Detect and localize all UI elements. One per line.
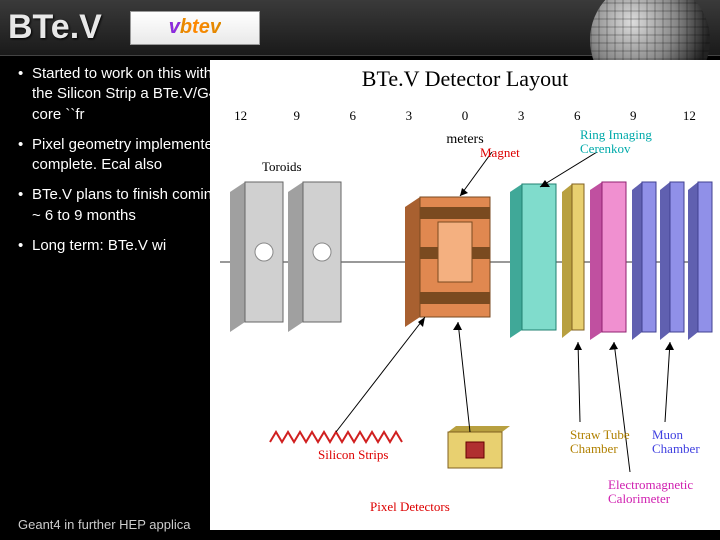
diagram-title: BTe.V Detector Layout xyxy=(210,60,720,92)
axis-tick: 12 xyxy=(683,108,696,124)
toroid-group xyxy=(230,182,341,332)
list-item: BTe.V plans to finish coming ~ 6 to 9 mo… xyxy=(18,185,231,226)
magnet-label: Magnet xyxy=(480,146,520,160)
muon-chamber-label: Muon Chamber xyxy=(652,428,700,457)
axis-tick: 6 xyxy=(350,108,357,124)
axis-tick: 9 xyxy=(630,108,637,124)
detector-diagram: BTe.V Detector Layout 12 9 6 3 0 3 6 9 1… xyxy=(210,60,720,530)
list-item: Long term: BTe.V wi xyxy=(18,236,231,256)
silicon-strips-group xyxy=(270,317,425,442)
axis-label: meters xyxy=(446,132,483,148)
magnet-group xyxy=(405,197,490,327)
slide-title: BTe.V xyxy=(8,8,102,47)
toroids-label: Toroids xyxy=(262,160,302,174)
slide-header: BTe.V vbtev xyxy=(0,0,720,56)
muon-group xyxy=(632,182,712,340)
ecal-label: Electromagnetic Calorimeter xyxy=(608,478,693,507)
axis-tick: 3 xyxy=(518,108,525,124)
axis-tick: 0 xyxy=(462,108,469,124)
rich-group xyxy=(510,184,556,338)
axis-tick: 12 xyxy=(234,108,247,124)
silicon-strips-label: Silicon Strips xyxy=(318,448,388,462)
list-item: Started to work on this with the Silicon… xyxy=(18,64,231,125)
rich-label: Ring Imaging Cerenkov xyxy=(580,128,652,157)
straw-tube-label: Straw Tube Chamber xyxy=(570,428,630,457)
detector-svg xyxy=(210,152,720,522)
pixel-detector-group xyxy=(448,322,510,468)
bullet-list: Started to work on this with the Silicon… xyxy=(0,56,235,256)
list-item: Pixel geometry implemented complete. Eca… xyxy=(18,135,231,176)
axis-tick: 9 xyxy=(293,108,300,124)
axis-tick: 6 xyxy=(574,108,581,124)
logo-text: vbtev xyxy=(169,16,221,39)
footer-text: Geant4 in further HEP applica xyxy=(18,517,190,532)
straw-group xyxy=(562,184,584,338)
ecal-group xyxy=(590,182,626,340)
axis-tick: 3 xyxy=(406,108,413,124)
btev-logo: vbtev xyxy=(130,11,260,45)
pixel-detectors-label: Pixel Detectors xyxy=(370,500,450,514)
